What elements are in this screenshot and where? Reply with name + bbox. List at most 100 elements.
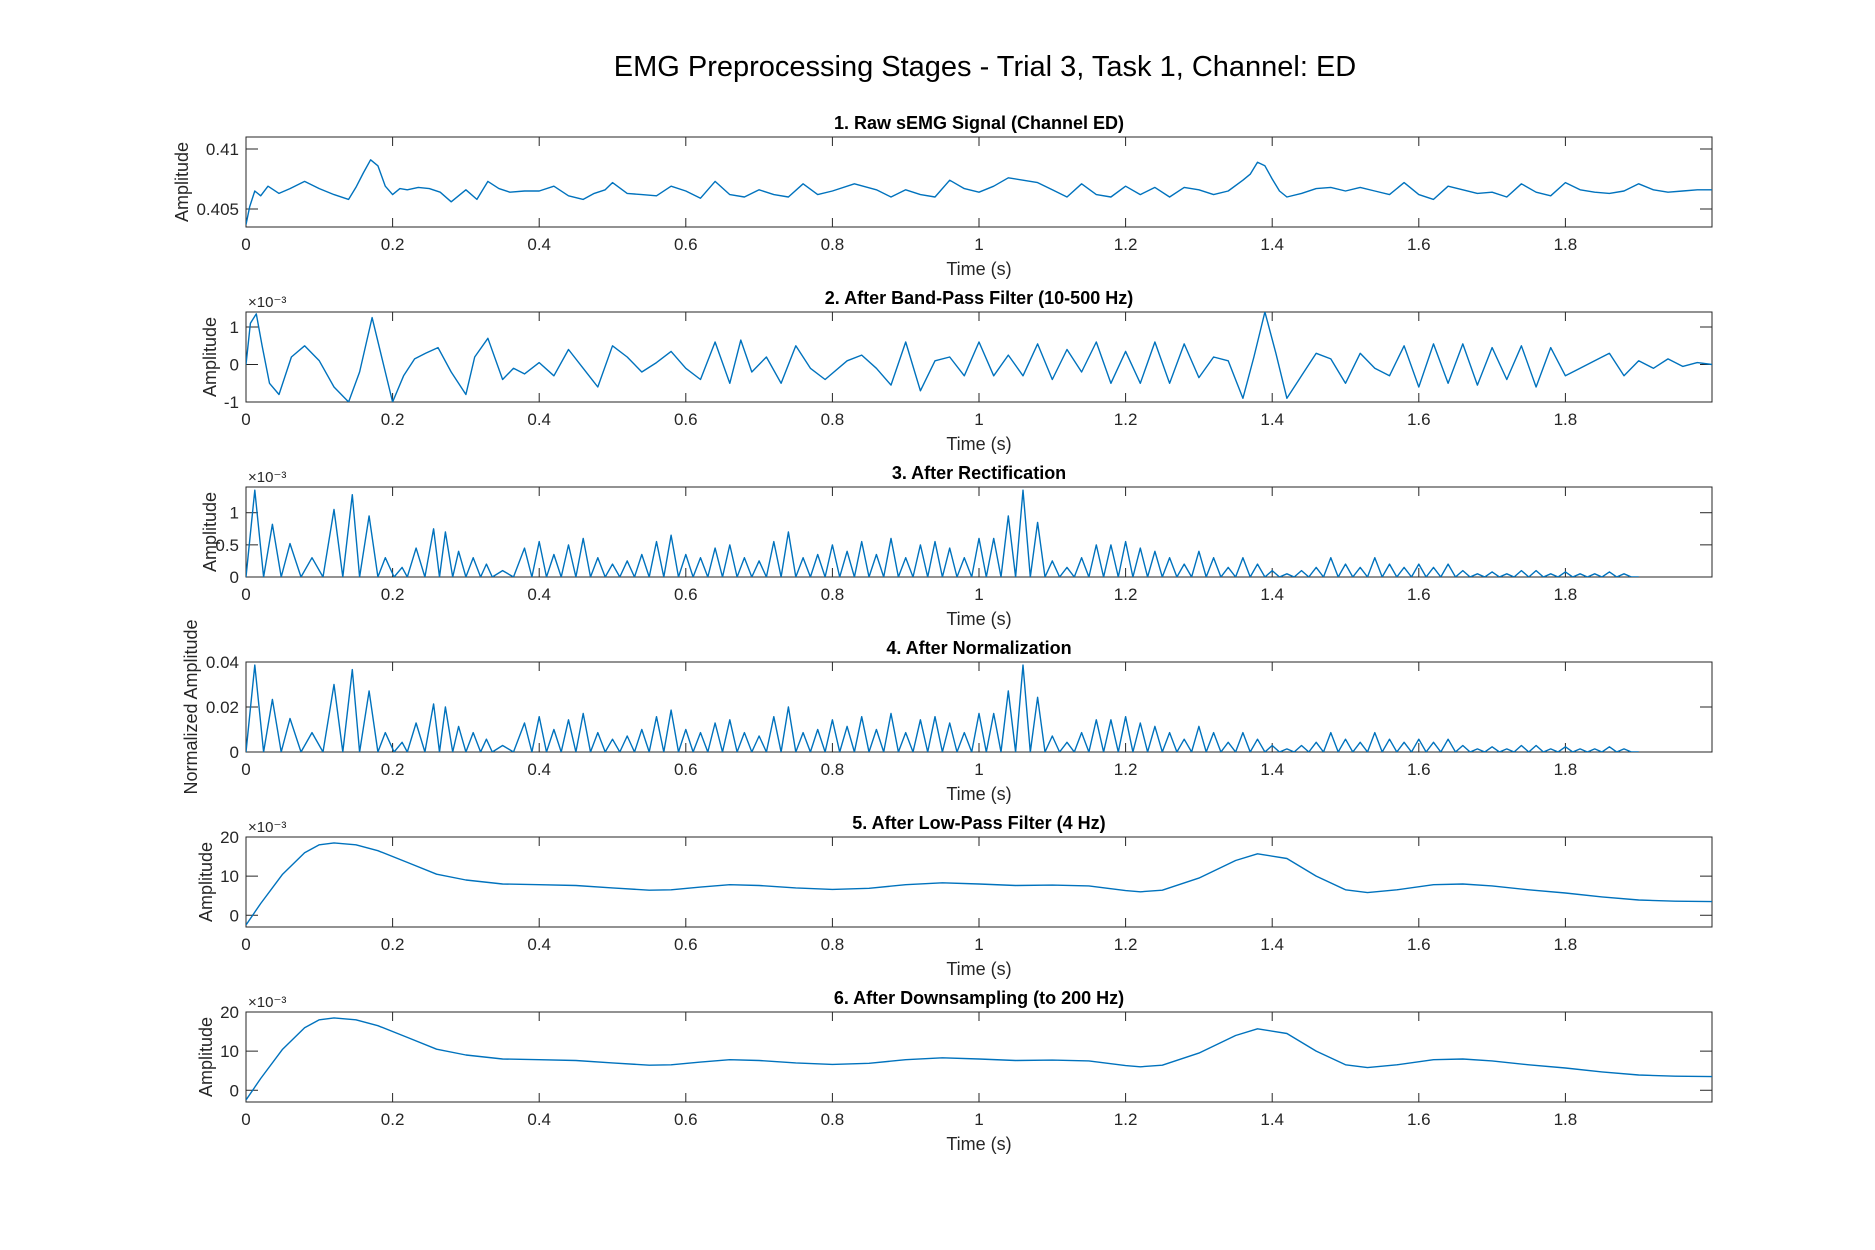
- x-axis-label: Time (s): [946, 259, 1011, 279]
- x-tick-label: 0: [241, 1110, 250, 1129]
- y-axis-exponent: ×10⁻³: [248, 294, 286, 311]
- y-axis-exponent: ×10⁻³: [248, 994, 286, 1011]
- y-axis-label: Amplitude: [200, 317, 220, 397]
- x-tick-label: 1.4: [1260, 1110, 1284, 1129]
- x-tick-label: 1: [974, 235, 983, 254]
- y-tick-label: 0.04: [206, 653, 239, 672]
- y-axis-label: Amplitude: [200, 492, 220, 572]
- series-line: [246, 489, 1639, 577]
- x-tick-label: 1: [974, 935, 983, 954]
- y-tick-label: 0.02: [206, 698, 239, 717]
- figure-title: EMG Preprocessing Stages - Trial 3, Task…: [614, 51, 1357, 83]
- x-axis-label: Time (s): [946, 1134, 1011, 1154]
- subplot-1: 0 0.2 0.4 0.6 0.8 1 1.2 1.4 1.6 1.8 0.405 0.41 1. Ra…: [172, 113, 1713, 279]
- y-tick-label: 0: [230, 743, 239, 762]
- x-tick-label: 1.6: [1407, 235, 1431, 254]
- axes-box: [245, 136, 1713, 228]
- subplot-title: 1. Raw sEMG Signal (Channel ED): [834, 113, 1124, 133]
- subplot-title: 2. After Band-Pass Filter (10-500 Hz): [825, 288, 1133, 308]
- series-line: [246, 664, 1639, 752]
- x-tick-label: 0.2: [381, 1110, 405, 1129]
- x-tick-label: 0.6: [674, 585, 698, 604]
- x-tick-label: 1.8: [1554, 935, 1578, 954]
- y-tick-label: 0: [230, 356, 239, 375]
- series-line: [246, 312, 1712, 402]
- x-tick-label: 1.2: [1114, 410, 1138, 429]
- x-tick-label: 1.4: [1260, 760, 1284, 779]
- x-axis-label: Time (s): [946, 434, 1011, 454]
- subplot-3: 0 0.2 0.4 0.6 0.8 1 1.2 1.4 1.6 1.8 0 0.5 1 3. After …: [200, 463, 1713, 629]
- x-tick-label: 0.2: [381, 410, 405, 429]
- x-tick-label: 1: [974, 760, 983, 779]
- series-line: [246, 1017, 1712, 1101]
- x-axis-label: Time (s): [946, 609, 1011, 629]
- x-tick-label: 1.8: [1554, 585, 1578, 604]
- x-tick-label: 1.6: [1407, 1110, 1431, 1129]
- subplot-6: 0 0.2 0.4 0.6 0.8 1 1.2 1.4 1.6 1.8 0 10 20 6. After …: [196, 988, 1713, 1154]
- y-tick-label: 20: [220, 828, 239, 847]
- x-tick-label: 0.6: [674, 235, 698, 254]
- y-tick-label: 0.41: [206, 140, 239, 159]
- axes-box: [245, 1011, 1713, 1103]
- x-tick-label: 0: [241, 585, 250, 604]
- x-tick-label: 1.2: [1114, 760, 1138, 779]
- y-tick-label: 0.5: [215, 536, 239, 555]
- y-tick-label: -1: [224, 393, 239, 412]
- x-tick-label: 0.6: [674, 410, 698, 429]
- y-tick-label: 0: [230, 906, 239, 925]
- series-line: [246, 159, 1712, 225]
- x-tick-label: 1.6: [1407, 585, 1431, 604]
- axes-box: [245, 661, 1713, 753]
- y-tick-label: 20: [220, 1003, 239, 1022]
- y-axis-exponent: ×10⁻³: [248, 819, 286, 836]
- x-tick-label: 1.2: [1114, 585, 1138, 604]
- x-tick-label: 0.2: [381, 235, 405, 254]
- x-tick-label: 0.4: [527, 935, 551, 954]
- x-tick-label: 1.4: [1260, 410, 1284, 429]
- x-tick-label: 1: [974, 1110, 983, 1129]
- x-tick-label: 1.8: [1554, 760, 1578, 779]
- x-tick-label: 0.6: [674, 1110, 698, 1129]
- y-axis-label: Amplitude: [172, 142, 192, 222]
- x-tick-label: 1: [974, 410, 983, 429]
- axes-box: [245, 836, 1713, 928]
- axes-box: [245, 311, 1713, 403]
- x-tick-label: 0.8: [821, 410, 845, 429]
- x-tick-label: 0.6: [674, 935, 698, 954]
- x-tick-label: 0.2: [381, 585, 405, 604]
- x-axis-label: Time (s): [946, 959, 1011, 979]
- y-axis-exponent: ×10⁻³: [248, 469, 286, 486]
- x-tick-label: 1.4: [1260, 585, 1284, 604]
- series-line: [246, 842, 1712, 926]
- x-tick-label: 0.8: [821, 1110, 845, 1129]
- x-axis-label: Time (s): [946, 784, 1011, 804]
- x-tick-label: 0.4: [527, 585, 551, 604]
- y-tick-label: 1: [230, 504, 239, 523]
- x-tick-label: 1.6: [1407, 410, 1431, 429]
- x-tick-label: 1.2: [1114, 935, 1138, 954]
- y-axis-label: Amplitude: [196, 1017, 216, 1097]
- x-tick-label: 0: [241, 935, 250, 954]
- x-tick-label: 0: [241, 235, 250, 254]
- subplot-4: 0 0.2 0.4 0.6 0.8 1 1.2 1.4 1.6 1.8 0 0.02 0.04 4. Af…: [181, 619, 1713, 804]
- x-tick-label: 1.8: [1554, 235, 1578, 254]
- x-tick-label: 1.6: [1407, 760, 1431, 779]
- y-axis-label: Normalized Amplitude: [181, 619, 201, 794]
- x-tick-label: 1.4: [1260, 935, 1284, 954]
- x-tick-label: 0.4: [527, 235, 551, 254]
- y-tick-label: 0: [230, 568, 239, 587]
- x-tick-label: 0.2: [381, 760, 405, 779]
- x-tick-label: 1.8: [1554, 410, 1578, 429]
- x-tick-label: 0.8: [821, 235, 845, 254]
- y-tick-label: 0.405: [196, 200, 239, 219]
- x-tick-label: 1.8: [1554, 1110, 1578, 1129]
- x-tick-label: 1.4: [1260, 235, 1284, 254]
- subplot-title: 6. After Downsampling (to 200 Hz): [834, 988, 1124, 1008]
- x-tick-label: 0: [241, 760, 250, 779]
- y-axis-label: Amplitude: [196, 842, 216, 922]
- subplot-title: 5. After Low-Pass Filter (4 Hz): [852, 813, 1105, 833]
- x-tick-label: 1.2: [1114, 1110, 1138, 1129]
